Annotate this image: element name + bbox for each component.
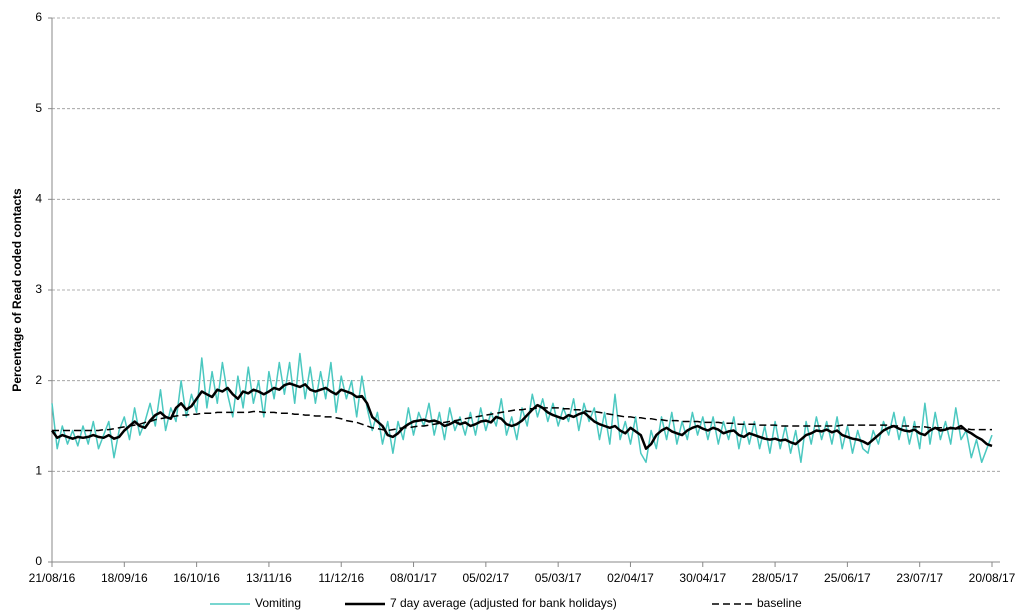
y-tick-label: 0 — [35, 554, 42, 568]
y-tick-label: 3 — [35, 282, 42, 296]
x-tick-label: 28/05/17 — [752, 571, 799, 585]
x-tick-label: 18/09/16 — [101, 571, 148, 585]
y-tick-label: 5 — [35, 101, 42, 115]
legend-label: Vomiting — [255, 596, 301, 610]
x-tick-label: 23/07/17 — [896, 571, 943, 585]
x-tick-label: 08/01/17 — [390, 571, 437, 585]
x-tick-label: 25/06/17 — [824, 571, 871, 585]
x-tick-label: 16/10/16 — [173, 571, 220, 585]
series-line — [50, 382, 993, 450]
x-tick-label: 02/04/17 — [607, 571, 654, 585]
legend-label: baseline — [757, 596, 802, 610]
x-tick-label: 13/11/16 — [246, 571, 292, 585]
y-axis-label: Percentage of Read coded contacts — [10, 188, 24, 392]
legend-label: 7 day average (adjusted for bank holiday… — [390, 596, 617, 610]
x-tick-label: 30/04/17 — [679, 571, 726, 585]
y-tick-label: 2 — [35, 373, 42, 387]
series-line — [51, 352, 993, 464]
x-tick-label: 20/08/17 — [969, 571, 1016, 585]
x-tick-label: 05/02/17 — [462, 571, 509, 585]
y-tick-label: 6 — [35, 10, 42, 24]
x-tick-label: 21/08/16 — [29, 571, 76, 585]
y-tick-label: 1 — [35, 464, 42, 478]
x-tick-label: 11/12/16 — [318, 571, 364, 585]
series-line — [52, 407, 992, 432]
x-tick-label: 05/03/17 — [535, 571, 582, 585]
y-tick-label: 4 — [35, 192, 42, 206]
